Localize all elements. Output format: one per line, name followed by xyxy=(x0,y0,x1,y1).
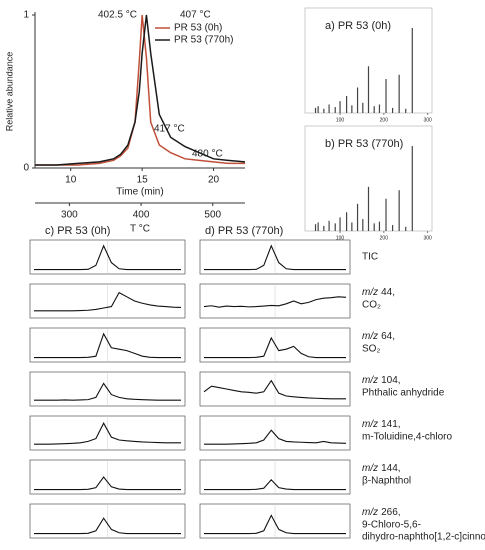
row-label: m/z 266, xyxy=(362,507,401,518)
x2-tick-label: 500 xyxy=(204,210,221,221)
row-label: m/z 144, xyxy=(362,463,401,474)
annotation: 480 °C xyxy=(192,149,223,160)
trace xyxy=(204,244,346,271)
trace xyxy=(34,422,181,445)
row-label-prefix: m/z xyxy=(362,331,378,342)
row-label-name: Phthalic anhydride xyxy=(362,388,445,399)
row-label-name: CO₂ xyxy=(362,300,381,311)
trace xyxy=(203,296,347,308)
row-label: m/z 44, xyxy=(362,287,395,298)
x-tick-label: 10 xyxy=(65,175,77,186)
spectrum-title: a) PR 53 (0h) xyxy=(325,20,391,32)
y-axis-label: Relative abundance xyxy=(4,52,14,132)
x2-tick-label: 400 xyxy=(133,210,150,221)
trace xyxy=(204,478,346,491)
annotation: 407 °C xyxy=(180,10,211,21)
row-label: m/z 64, xyxy=(362,331,395,342)
row-label-prefix: m/z xyxy=(362,375,378,386)
row-label-prefix: m/z xyxy=(362,287,378,298)
x-tick-label: 15 xyxy=(137,175,149,186)
trace xyxy=(34,244,181,271)
x-tick-label: 200 xyxy=(380,235,389,241)
trace xyxy=(34,517,181,535)
row-label-mass: 104, xyxy=(381,375,400,386)
y-tick-label: 0 xyxy=(23,163,29,174)
x-tick-label: 100 xyxy=(336,235,345,241)
trace xyxy=(203,379,346,400)
row-label: TIC xyxy=(362,252,378,263)
row-label-name: m-Toluidine,4-chloro xyxy=(362,432,452,443)
legend-label: PR 53 (0h) xyxy=(174,23,222,34)
x2-axis-label: T °C xyxy=(130,224,150,235)
trace xyxy=(34,291,182,312)
x-tick-label: 300 xyxy=(423,235,432,241)
row-label-name: β-Naphthol xyxy=(362,476,411,487)
row-label-name: 9-Chloro-5,6- xyxy=(362,520,421,531)
row-label-mass: 144, xyxy=(381,463,400,474)
legend-label: PR 53 (770h) xyxy=(174,35,233,46)
row-label-mass: 44, xyxy=(381,287,395,298)
column-title: c) PR 53 (0h) xyxy=(45,225,110,237)
x-axis-label: Time (min) xyxy=(116,187,163,198)
row-label-name-cont: dihydro-naphtho[1,2-c]cinnoline xyxy=(362,532,485,543)
line xyxy=(35,14,245,166)
row-label: m/z 104, xyxy=(362,375,401,386)
trace xyxy=(34,332,181,359)
column-title: d) PR 53 (770h) xyxy=(205,225,283,237)
row-label-prefix: m/z xyxy=(362,419,378,430)
trace xyxy=(204,429,347,445)
x2-tick-label: 300 xyxy=(61,210,78,221)
row-label: m/z 141, xyxy=(362,419,401,430)
trace xyxy=(34,476,181,491)
annotation: 402.5 °C xyxy=(98,10,137,21)
trace xyxy=(204,336,346,359)
row-label-mass: 64, xyxy=(381,331,395,342)
x-tick-label: 20 xyxy=(208,175,220,186)
row-label-mass: 141, xyxy=(381,419,400,430)
x-tick-label: 300 xyxy=(423,117,432,123)
trace xyxy=(204,514,346,535)
row-label-name: SO₂ xyxy=(362,344,380,355)
spectrum-title: b) PR 53 (770h) xyxy=(325,138,403,150)
annotation: 417 °C xyxy=(154,124,185,135)
row-label-prefix: m/z xyxy=(362,507,378,518)
row-label-prefix: m/z xyxy=(362,463,378,474)
line xyxy=(35,14,246,166)
y-tick-label: 1 xyxy=(23,10,29,21)
trace xyxy=(34,382,181,401)
x-tick-label: 200 xyxy=(380,117,389,123)
row-label-mass: 266, xyxy=(381,507,400,518)
x-tick-label: 100 xyxy=(336,117,345,123)
